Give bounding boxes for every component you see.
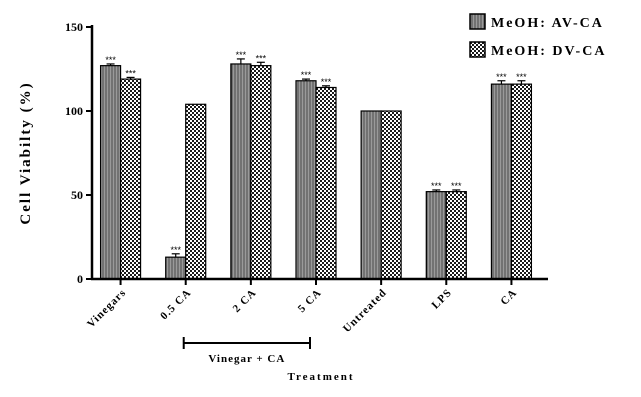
bar (230, 63, 252, 280)
significance-label: *** (451, 181, 462, 191)
y-tick-label: 150 (65, 20, 83, 34)
bar (445, 191, 467, 280)
significance-label: *** (496, 72, 507, 82)
significance-label: *** (301, 70, 312, 80)
significance-label: *** (256, 53, 267, 63)
legend-label-av-ca: MeOH: AV-CA (491, 16, 604, 31)
significance-label: *** (321, 77, 332, 87)
bar (380, 110, 402, 280)
y-tick-label: 50 (71, 188, 83, 202)
bar (99, 65, 122, 280)
bar (165, 256, 187, 280)
bar (425, 191, 447, 280)
x-tick-label: LPS (430, 287, 455, 312)
significance-label: *** (516, 72, 527, 82)
bar (360, 110, 382, 280)
y-tick-label: 0 (77, 272, 83, 286)
bar (315, 86, 337, 280)
bar (250, 65, 272, 280)
significance-label: *** (105, 55, 116, 65)
y-tick-label: 100 (65, 104, 83, 118)
x-tick-label: Untreated (341, 287, 389, 335)
significance-label: *** (125, 68, 136, 78)
legend: MeOH: AV-CA MeOH: DV-CA (469, 13, 606, 59)
significance-label: *** (170, 245, 181, 255)
bar (185, 103, 207, 280)
x-tick-label: 0.5 CA (158, 287, 194, 323)
bar (510, 83, 533, 280)
legend-swatch-av-ca (469, 13, 486, 30)
significance-label: *** (236, 50, 247, 60)
y-axis-title: Cell Viabilty (%) (18, 81, 34, 224)
bar (490, 83, 513, 280)
group-bracket-label: Vinegar + CA (208, 353, 285, 365)
x-tick-label: 5 CA (296, 287, 324, 315)
x-tick-label: 2 CA (231, 287, 259, 315)
x-tick-label: Vinegars (85, 287, 129, 331)
x-axis-title: Treatment (287, 371, 354, 383)
bar (295, 80, 317, 280)
bar (119, 78, 142, 280)
x-tick-label: CA (498, 287, 519, 308)
legend-swatch-dv-ca (469, 41, 486, 58)
group-bracket: Vinegar + CA (182, 337, 311, 365)
legend-label-dv-ca: MeOH: DV-CA (491, 44, 606, 59)
significance-label: *** (431, 181, 442, 191)
